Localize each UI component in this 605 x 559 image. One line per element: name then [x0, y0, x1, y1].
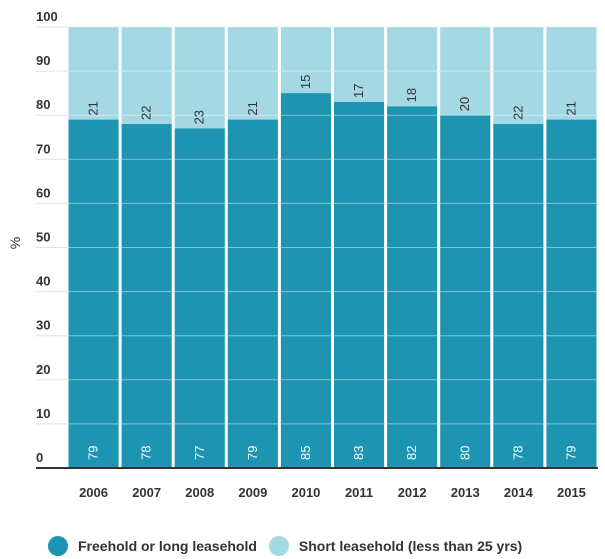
x-tick-label-2014: 2014 [504, 485, 534, 500]
bar-short-2015 [546, 27, 597, 120]
bar-short-2008 [174, 27, 225, 129]
bar-short-2009 [227, 27, 278, 120]
data-label-short-2008: 23 [192, 110, 207, 124]
y-tick-label-70: 70 [36, 141, 50, 156]
x-tick-label-2008: 2008 [185, 485, 214, 500]
data-label-short-2009: 21 [245, 101, 260, 115]
legend-item-freehold: Freehold or long leasehold [48, 536, 257, 556]
bars [67, 26, 598, 469]
legend-swatch-short [268, 536, 289, 556]
data-label-freehold-2012: 82 [404, 446, 419, 460]
x-tick-label-2009: 2009 [238, 485, 267, 500]
legend-swatch-freehold [48, 536, 68, 556]
bar-freehold-2014 [493, 124, 544, 469]
bar-short-2011 [334, 27, 385, 102]
data-label-short-2013: 20 [457, 97, 472, 111]
data-label-freehold-2010: 85 [298, 446, 313, 460]
data-label-short-2014: 22 [510, 106, 525, 120]
bar-freehold-2013 [440, 115, 491, 468]
x-tick-label-2011: 2011 [345, 485, 373, 500]
bar-freehold-2006 [68, 119, 119, 469]
data-label-freehold-2015: 79 [563, 446, 578, 460]
bar-short-2006 [68, 27, 119, 120]
y-tick-label-100: 100 [36, 9, 58, 24]
legend-label-short: Short leasehold (less than 25 yrs) [298, 538, 523, 554]
data-label-freehold-2011: 83 [351, 446, 366, 460]
bar-freehold-2015 [546, 119, 597, 469]
legend-label-freehold: Freehold or long leasehold [78, 538, 257, 554]
bar-freehold-2009 [227, 119, 278, 469]
y-tick-label-40: 40 [36, 274, 50, 289]
y-tick-label-60: 60 [36, 185, 50, 200]
data-labels: 79 21 78 22 77 23 79 21 85 15 83 17 82 18 80 20 78 22 79 21 [86, 75, 579, 460]
x-tick-label-2010: 2010 [291, 485, 320, 500]
data-label-short-2010: 15 [298, 75, 313, 89]
y-tick-label-90: 90 [36, 53, 50, 68]
bar-freehold-2011 [334, 101, 385, 468]
y-tick-label-0: 0 [36, 450, 43, 465]
data-label-short-2007: 22 [139, 106, 154, 120]
data-label-short-2011: 17 [351, 84, 366, 98]
legend-item-short: Short leasehold (less than 25 yrs) [268, 536, 523, 556]
data-label-short-2012: 18 [404, 88, 419, 102]
data-label-short-2015: 21 [563, 101, 578, 115]
data-label-freehold-2006: 79 [86, 446, 101, 460]
x-axis-tick-labels: 2006 2007 2008 2009 2010 2011 2012 2013 2014 2015 [79, 485, 586, 500]
data-label-freehold-2008: 77 [192, 446, 207, 460]
bar-freehold-2010 [280, 93, 331, 469]
bar-short-2007 [121, 27, 172, 125]
y-tick-label-50: 50 [36, 230, 50, 245]
x-tick-label-2013: 2013 [451, 485, 480, 500]
legend: Freehold or long leasehold Short leaseho… [48, 536, 534, 556]
x-tick-label-2006: 2006 [79, 485, 108, 500]
bar-short-2010 [280, 27, 331, 94]
y-tick-label-80: 80 [36, 97, 50, 112]
bar-freehold-2007 [121, 124, 172, 469]
y-axis-tick-labels: 0 10 20 30 40 50 60 70 80 90 100 [36, 9, 58, 465]
bar-short-2013 [440, 27, 491, 116]
y-axis-title: % [7, 237, 23, 249]
x-tick-label-2012: 2012 [398, 485, 427, 500]
bar-short-2012 [387, 27, 438, 107]
bar-freehold-2012 [387, 106, 438, 468]
bar-short-2014 [493, 27, 544, 125]
data-label-freehold-2014: 78 [510, 446, 525, 460]
y-tick-label-30: 30 [36, 318, 50, 333]
x-tick-label-2007: 2007 [132, 485, 161, 500]
data-label-freehold-2007: 78 [139, 446, 154, 460]
x-tick-label-2015: 2015 [557, 485, 586, 500]
y-tick-label-10: 10 [36, 406, 50, 421]
data-label-short-2006: 21 [86, 101, 101, 115]
y-tick-label-20: 20 [36, 362, 50, 377]
data-label-freehold-2009: 79 [245, 446, 260, 460]
data-label-freehold-2013: 80 [457, 446, 472, 460]
bar-freehold-2008 [174, 128, 225, 468]
